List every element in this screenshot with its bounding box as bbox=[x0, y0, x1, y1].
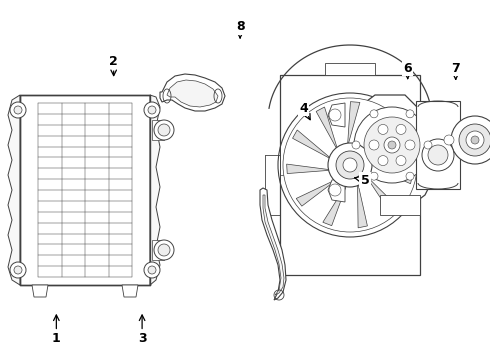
Circle shape bbox=[370, 110, 378, 118]
Circle shape bbox=[459, 124, 490, 156]
Polygon shape bbox=[358, 181, 368, 228]
Polygon shape bbox=[260, 188, 286, 300]
Circle shape bbox=[370, 172, 378, 180]
Circle shape bbox=[388, 141, 396, 149]
Bar bbox=[280, 75, 420, 275]
Polygon shape bbox=[365, 139, 411, 155]
Polygon shape bbox=[345, 95, 435, 210]
Circle shape bbox=[471, 136, 479, 144]
Circle shape bbox=[428, 145, 448, 165]
Text: 8: 8 bbox=[236, 21, 245, 33]
Circle shape bbox=[158, 124, 170, 136]
Circle shape bbox=[354, 107, 430, 183]
Circle shape bbox=[424, 141, 432, 149]
Text: 6: 6 bbox=[403, 62, 412, 75]
Polygon shape bbox=[293, 130, 333, 160]
Polygon shape bbox=[122, 285, 138, 297]
Circle shape bbox=[329, 109, 341, 121]
Circle shape bbox=[396, 125, 406, 134]
Polygon shape bbox=[8, 95, 20, 285]
Circle shape bbox=[328, 143, 372, 187]
Bar bbox=[152, 240, 164, 260]
Polygon shape bbox=[358, 112, 392, 149]
Circle shape bbox=[405, 140, 415, 150]
Text: 1: 1 bbox=[52, 332, 61, 345]
Circle shape bbox=[283, 98, 417, 232]
Polygon shape bbox=[263, 195, 284, 295]
Circle shape bbox=[384, 137, 400, 153]
Circle shape bbox=[154, 240, 174, 260]
Bar bbox=[152, 120, 164, 140]
Polygon shape bbox=[347, 102, 360, 147]
Polygon shape bbox=[167, 80, 218, 107]
Polygon shape bbox=[316, 107, 338, 152]
Bar bbox=[20, 95, 150, 285]
Circle shape bbox=[444, 135, 454, 145]
Bar bbox=[416, 101, 460, 189]
Polygon shape bbox=[287, 164, 333, 174]
Circle shape bbox=[406, 110, 414, 118]
Text: 3: 3 bbox=[138, 332, 147, 345]
Circle shape bbox=[10, 262, 26, 278]
Text: 2: 2 bbox=[109, 55, 118, 68]
Circle shape bbox=[144, 102, 160, 118]
Circle shape bbox=[369, 140, 379, 150]
Polygon shape bbox=[365, 175, 397, 213]
Polygon shape bbox=[296, 179, 338, 206]
Circle shape bbox=[466, 131, 484, 149]
Polygon shape bbox=[328, 103, 345, 127]
Circle shape bbox=[352, 141, 360, 149]
Circle shape bbox=[343, 158, 357, 172]
Bar bbox=[325, 63, 375, 75]
Polygon shape bbox=[380, 195, 420, 215]
Circle shape bbox=[158, 244, 170, 256]
Circle shape bbox=[422, 139, 454, 171]
Circle shape bbox=[10, 102, 26, 118]
Circle shape bbox=[396, 156, 406, 166]
Circle shape bbox=[148, 266, 156, 274]
Text: 5: 5 bbox=[361, 174, 369, 186]
Polygon shape bbox=[368, 165, 413, 184]
Text: 4: 4 bbox=[299, 102, 308, 114]
Circle shape bbox=[278, 93, 422, 237]
Polygon shape bbox=[328, 178, 345, 202]
Circle shape bbox=[154, 120, 174, 140]
Circle shape bbox=[451, 116, 490, 164]
Polygon shape bbox=[150, 95, 160, 285]
Circle shape bbox=[378, 156, 388, 166]
Polygon shape bbox=[160, 74, 225, 111]
Circle shape bbox=[406, 172, 414, 180]
Polygon shape bbox=[32, 285, 48, 297]
Circle shape bbox=[148, 106, 156, 114]
Circle shape bbox=[14, 266, 22, 274]
Text: 7: 7 bbox=[451, 62, 460, 75]
Circle shape bbox=[378, 125, 388, 134]
Circle shape bbox=[14, 106, 22, 114]
Circle shape bbox=[144, 262, 160, 278]
Circle shape bbox=[364, 117, 420, 173]
Circle shape bbox=[329, 184, 341, 196]
Circle shape bbox=[336, 151, 364, 179]
Polygon shape bbox=[323, 183, 347, 226]
